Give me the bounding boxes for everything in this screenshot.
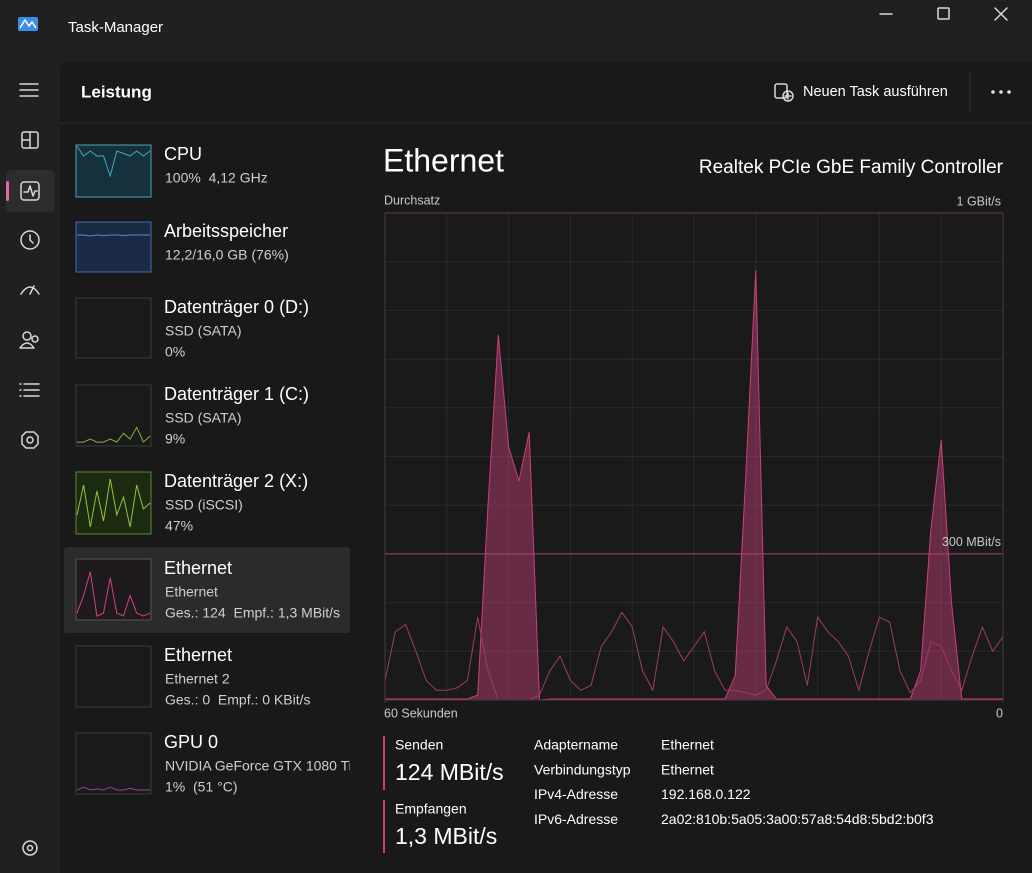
nav-details[interactable] xyxy=(19,383,40,397)
y-tick-label: 1 GBit/s xyxy=(957,194,1001,208)
device-detail: SSD (SATA) xyxy=(165,323,242,339)
device-detail: NVIDIA GeForce GTX 1080 Ti xyxy=(165,758,352,774)
property-label: Verbindungstyp xyxy=(534,761,631,777)
page-title: Leistung xyxy=(81,82,152,101)
device-thumbnail xyxy=(75,471,152,535)
device-detail: SSD (iSCSI) xyxy=(165,497,243,513)
device-detail: 1% (51 °C) xyxy=(165,779,238,795)
device-thumbnail xyxy=(75,558,152,621)
device-name: Arbeitsspeicher xyxy=(164,221,288,241)
device-detail: 9% xyxy=(165,431,185,447)
x-tick-label: 0 xyxy=(996,706,1003,720)
chart-frame xyxy=(384,212,1004,701)
device-detail: 12,2/16,0 GB (76%) xyxy=(165,247,289,263)
device-detail: Ges.: 124 Empf.: 1,3 MBit/s xyxy=(165,605,340,621)
menu-button[interactable] xyxy=(19,83,39,97)
device-item[interactable]: Datenträger 2 (X:) SSD (iSCSI) 47% xyxy=(75,471,308,535)
throughput-chart: 1 GBit/s 300 MBit/s 60 Sekunden 0 xyxy=(384,194,1004,720)
device-detail: Ges.: 0 Empf.: 0 KBit/s xyxy=(165,692,311,708)
thumbnail-graph xyxy=(77,426,151,443)
nav-selected-bg xyxy=(6,170,55,212)
device-detail: 0% xyxy=(165,344,185,360)
app-icon xyxy=(18,17,38,31)
thumbnail-graph xyxy=(76,571,151,617)
thumbnail-graph xyxy=(76,145,151,178)
run-task-button[interactable]: Neuen Task ausführen xyxy=(803,84,948,100)
device-detail: SSD (SATA) xyxy=(165,410,242,426)
device-item[interactable]: Datenträger 1 (C:) SSD (SATA) 9% xyxy=(75,384,309,447)
device-detail: Ethernet 2 xyxy=(165,671,230,687)
y-tick-label: 300 MBit/s xyxy=(942,535,1001,549)
device-name: Datenträger 1 (C:) xyxy=(164,384,309,404)
device-name: Ethernet xyxy=(164,645,232,665)
y-axis-label: Durchsatz xyxy=(384,193,440,207)
receive-value: 1,3 MBit/s xyxy=(395,823,497,849)
device-thumbnail xyxy=(75,297,152,359)
device-item[interactable]: CPU 100% 4,12 GHz xyxy=(75,144,268,198)
property-label: IPv6-Adresse xyxy=(534,811,618,827)
device-list: CPU 100% 4,12 GHz Arbeitsspeicher 12,2/16,0… xyxy=(75,144,352,795)
device-thumbnail xyxy=(75,144,152,198)
device-item[interactable]: Arbeitsspeicher 12,2/16,0 GB (76%) xyxy=(75,221,289,273)
receive-label: Empfangen xyxy=(395,801,467,817)
thumbnail-graph xyxy=(77,234,150,237)
adapter-name: Realtek PCIe GbE Family Controller xyxy=(699,157,1004,178)
line xyxy=(384,611,1004,701)
nav-services[interactable] xyxy=(21,431,39,449)
device-item[interactable]: Datenträger 0 (D:) SSD (SATA) 0% xyxy=(75,297,309,360)
device-name: CPU xyxy=(164,144,202,164)
close-button[interactable] xyxy=(994,7,1008,21)
send-label: Senden xyxy=(395,737,443,753)
device-item[interactable]: Ethernet Ethernet Ges.: 124 Empf.: 1,3 MBi… xyxy=(75,558,340,621)
area-fill xyxy=(385,269,1003,700)
area-line xyxy=(385,269,1003,701)
nav-startup[interactable] xyxy=(20,285,40,295)
nav-settings[interactable] xyxy=(22,840,38,856)
window-title: Task-Manager xyxy=(68,19,163,36)
property-label: Adaptername xyxy=(534,737,618,753)
send-value: 124 MBit/s xyxy=(395,759,504,785)
property-value: Ethernet xyxy=(661,761,714,777)
device-thumbnail xyxy=(75,384,152,447)
device-name: Datenträger 0 (D:) xyxy=(164,297,309,317)
device-thumbnail xyxy=(75,221,152,273)
device-item[interactable]: Ethernet Ethernet 2 Ges.: 0 Empf.: 0 KBit/… xyxy=(75,645,311,708)
properties: Adaptername Ethernet Verbindungstyp Etherne… xyxy=(534,737,934,827)
nav-history[interactable] xyxy=(20,230,40,250)
nav-selected-indicator xyxy=(6,181,9,201)
device-name: GPU 0 xyxy=(164,732,218,752)
send-indicator xyxy=(383,736,385,790)
receive-indicator xyxy=(383,800,385,853)
device-detail: 47% xyxy=(165,518,193,534)
device-item[interactable]: GPU 0 NVIDIA GeForce GTX 1080 Ti 1% (51 °C… xyxy=(75,732,352,795)
device-detail: Ethernet xyxy=(165,584,218,600)
chart-background xyxy=(385,213,1003,700)
nav-performance[interactable] xyxy=(20,181,40,201)
device-detail: 100% 4,12 GHz xyxy=(165,170,268,186)
nav-processes[interactable] xyxy=(21,131,39,149)
device-thumbnail xyxy=(75,732,152,795)
device-name: Ethernet xyxy=(164,558,232,578)
nav-users[interactable] xyxy=(19,331,39,349)
property-label: IPv4-Adresse xyxy=(534,786,618,802)
thumbnail-graph xyxy=(76,786,150,791)
property-value: 192.168.0.122 xyxy=(661,786,751,802)
nav-rail xyxy=(6,83,55,856)
more-button[interactable] xyxy=(991,90,1011,94)
thumbnail-graph xyxy=(76,478,151,528)
device-name: Datenträger 2 (X:) xyxy=(164,471,308,491)
device-thumbnail xyxy=(75,645,152,708)
run-task-icon[interactable] xyxy=(774,83,794,102)
maximize-button[interactable] xyxy=(937,7,950,20)
detail-title: Ethernet xyxy=(383,142,504,178)
x-tick-label: 60 Sekunden xyxy=(384,706,458,720)
property-value: 2a02:810b:5a05:3a00:57a8:54d8:5bd2:b0f3 xyxy=(661,811,934,827)
property-value: Ethernet xyxy=(661,737,714,753)
window-controls[interactable] xyxy=(879,7,1008,21)
